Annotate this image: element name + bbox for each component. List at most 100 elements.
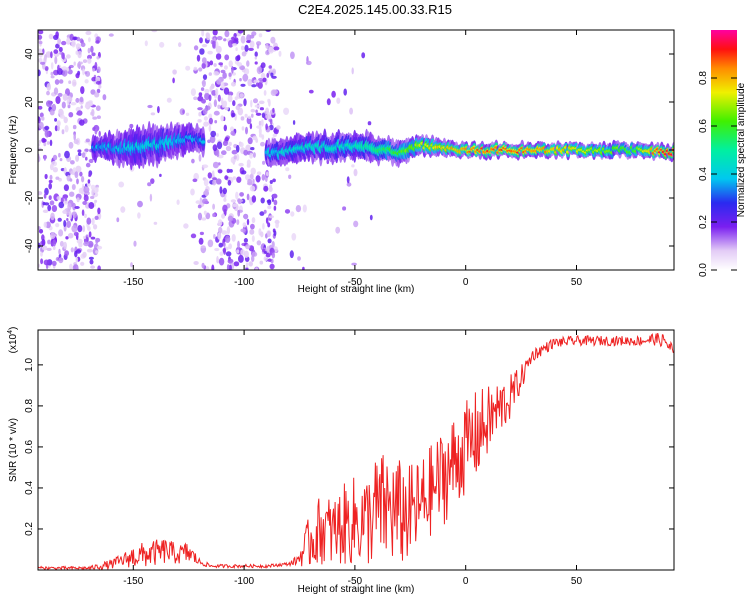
spectrogram-noise-blob [271,252,276,259]
spectrogram-noise-blob [83,186,90,194]
page-title: C2E4.2025.145.00.33.R15 [298,2,452,17]
spectrogram-noise-blob [77,152,82,156]
spectrogram-x-label: Height of straight line (km) [298,284,415,295]
spectrogram-noise-blob [349,107,353,115]
spectrogram-noise-blob [70,102,77,106]
spectrogram-noise-blob [73,139,79,145]
spectrogram-noise-blob [95,80,102,85]
spectrogram-noise-blob [207,239,214,248]
spectrogram-noise-blob [229,169,233,173]
spectrogram-noise-blob [42,209,49,213]
spectrogram-noise-blob [80,42,86,48]
spectrogram-noise-blob [223,124,227,132]
spectrogram-noise-blob [244,113,248,118]
spectrogram-noise-blob [199,197,203,203]
spectrogram-noise-blob [58,152,61,158]
spectrogram-noise-blob [273,199,278,206]
spectrogram-noise-blob [272,133,277,137]
spectrogram-noise-blob [219,251,224,256]
spectrogram-noise-blob [87,179,91,184]
spectrogram-noise-blob [90,45,94,53]
spectrogram-noise-blob [88,158,94,164]
spectrogram-noise-blob [38,48,42,52]
spectrogram-noise-blob [251,255,255,262]
spectrogram-noise-blob [270,72,274,77]
spectrogram-noise-blob [266,72,270,78]
spectrogram-noise-blob [265,253,271,258]
spectrogram-noise-blob [253,98,258,104]
spectrogram-noise-blob [88,231,92,238]
spectrogram-noise-blob [215,178,222,185]
spectrogram-noise-blob [51,260,57,266]
spectrogram-noise-blob [61,129,65,135]
spectrogram-noise-blob [118,181,125,188]
spectrogram-noise-blob [63,220,67,227]
spectrogram-noise-blob [212,161,219,169]
snr-x-tick-label: 50 [571,576,583,587]
spectrogram-noise-blob [54,79,60,85]
spectrogram-y-tick-label: 40 [24,48,35,60]
spectrogram-noise-blob [240,228,246,233]
spectrogram-noise-blob [57,64,60,71]
spectrogram-noise-blob [233,261,240,267]
spectrogram-noise-blob [203,116,208,121]
spectrogram-noise-blob [254,51,258,57]
spectrogram-noise-blob [263,256,268,262]
spectrogram-noise-blob [75,257,79,263]
spectrogram-noise-blob [82,68,85,76]
spectrogram-noise-blob [92,67,96,72]
spectrogram-noise-blob [51,205,58,212]
snr-x-label: Height of straight line (km) [298,584,415,595]
spectrogram-noise-blob [249,152,254,159]
spectrogram-noise-blob [259,107,264,111]
spectrogram-noise-blob [58,46,63,53]
spectrogram-noise-blob [224,54,230,61]
spectrogram-noise-blob [92,116,98,120]
spectrogram-noise-blob [77,149,82,153]
spectrogram-noise-blob [82,225,86,233]
spectrogram-noise-blob [235,191,239,200]
spectrogram-noise-blob [49,174,53,181]
spectrogram-noise-blob [259,260,264,265]
spectrogram-noise-blob [211,170,215,177]
spectrogram-noise-blob [86,182,91,187]
spectrogram-noise-blob [267,205,272,210]
spectrogram-noise-blob [232,176,237,180]
spectrogram-noise-blob [88,173,92,177]
snr-panel: -150 -100 -50 0 50 0.2 0.4 0.6 0.8 1.0 Height of… [7,327,675,595]
spectrogram-noise-blob [353,220,359,228]
spectrogram-noise-blob [228,141,232,146]
spectrogram-noise-blob [84,213,87,218]
spectrogram-noise-blob [185,65,191,71]
spectrogram-noise-blob [227,215,234,222]
colorbar-tick-label: 0.2 [698,215,709,229]
spectrogram-noise-blob [202,164,209,169]
spectrogram-noise-blob [190,188,195,196]
colorbar: 0.0 0.2 0.4 0.6 0.8 Normalized spectral ampl… [698,30,747,277]
spectrogram-noise-blob [258,33,263,38]
spectrogram-noise-blob [204,188,209,197]
spectrogram-noise-blob [266,246,270,253]
spectrogram-noise-blob [243,238,248,243]
spectrogram-noise-blob [62,93,68,102]
spectrogram-noise-blob [232,43,237,47]
spectrogram-noise-blob [231,66,234,74]
spectrogram-noise-blob [217,169,223,174]
spectrogram-noise-blob [97,66,101,73]
spectrogram-noise-blob [207,139,211,144]
spectrogram-noise-blob [260,141,265,147]
spectrogram-noise-blob [151,30,158,33]
spectrogram-noise-blob [244,44,249,52]
spectrogram-noise-blob [292,120,296,125]
spectrogram-noise-blob [196,54,201,62]
spectrogram-x-tick-label: 50 [571,277,583,288]
spectrogram-noise-blob [87,47,91,54]
spectrogram-noise-blob [207,50,213,55]
spectrogram-noise-blob [38,121,44,130]
spectrogram-noise-blob [59,114,65,119]
spectrogram-noise-blob [272,89,279,95]
spectrogram-noise-blob [205,212,211,220]
spectrogram-noise-blob [91,188,94,197]
spectrogram-noise-blob [87,58,92,64]
spectrogram-noise-blob [38,69,41,77]
